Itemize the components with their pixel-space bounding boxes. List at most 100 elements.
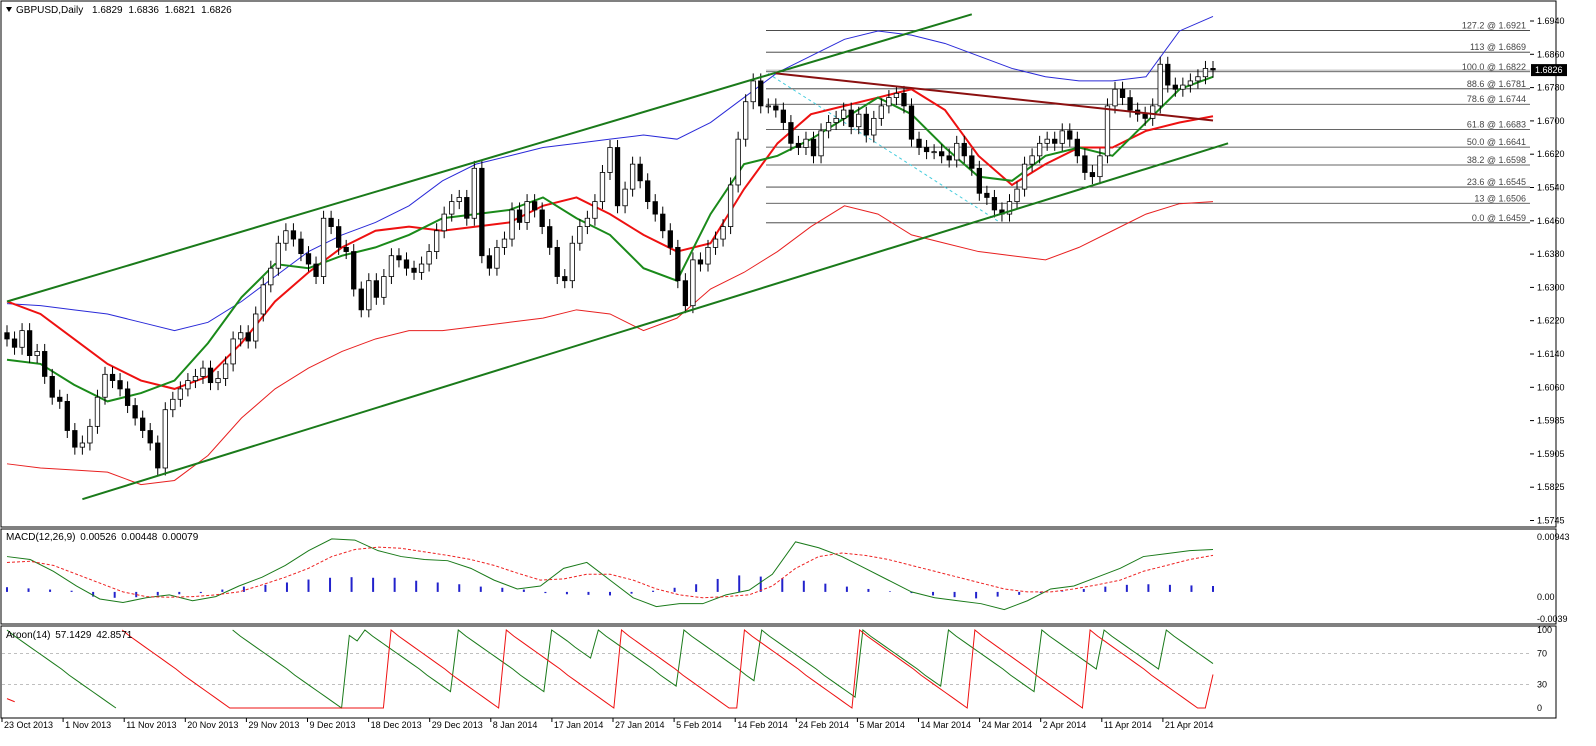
- x-tick-label: 5 Feb 2014: [676, 720, 722, 730]
- candle-body: [177, 388, 184, 400]
- candle-body: [908, 105, 915, 140]
- channel-upper-line: [6, 13, 973, 303]
- candle-body: [396, 255, 402, 261]
- candle-body: [185, 380, 191, 390]
- candle-body: [758, 80, 764, 107]
- y-tick-label: 1.6220: [1537, 316, 1565, 326]
- macd-signal-line: [6, 546, 1214, 599]
- candle-body: [328, 217, 334, 227]
- candle-body: [245, 332, 251, 342]
- candle-body: [720, 226, 726, 240]
- x-tick-label: 9 Dec 2013: [310, 720, 356, 730]
- ohlc-open: 1.6829: [92, 5, 123, 16]
- candle-body: [1112, 88, 1118, 107]
- candle-body: [773, 105, 779, 111]
- macd-value-3: 0.00079: [162, 532, 199, 543]
- candle-body: [531, 201, 538, 211]
- x-tick-label: 24 Feb 2014: [798, 720, 849, 730]
- candle-body: [1097, 155, 1103, 178]
- candle-body: [283, 230, 289, 244]
- fib-level-label: 61.8 @ 1.6683: [1467, 120, 1526, 130]
- candle-body: [577, 226, 583, 244]
- candle-body: [1074, 138, 1080, 157]
- candle-body: [155, 442, 161, 469]
- candle-body: [49, 376, 55, 398]
- x-tick-label: 1 Nov 2013: [65, 720, 111, 730]
- candle-body: [712, 238, 719, 248]
- candle-body: [253, 313, 259, 342]
- candle-body: [1021, 163, 1028, 190]
- aroon-value-down: 42.8571: [96, 630, 133, 641]
- timeframe: Daily: [61, 5, 83, 16]
- candle-body: [1202, 68, 1209, 78]
- candle-body: [479, 167, 485, 257]
- candle-body: [313, 263, 319, 277]
- candle-body: [501, 238, 508, 248]
- candle-body: [351, 251, 357, 290]
- candle-body: [788, 122, 794, 144]
- chart-title: GBPUSD,Daily 1.6829 1.6836 1.6821 1.6826: [16, 5, 232, 16]
- candle-body: [509, 209, 515, 240]
- candle-body: [750, 80, 756, 103]
- candle-body: [524, 201, 530, 223]
- candle-body: [449, 201, 455, 215]
- candle-body: [260, 284, 266, 315]
- current-price-label: 1.6826: [1535, 65, 1563, 75]
- candle-body: [343, 246, 349, 252]
- candle-body: [72, 430, 78, 448]
- fibonacci-levels: 127.2 @ 1.6921 113 @ 1.6869 100.0 @ 1.6822…: [766, 21, 1530, 224]
- candle-body: [863, 113, 869, 136]
- candle-body: [675, 246, 681, 282]
- candle-body: [991, 197, 998, 211]
- candle-body: [11, 338, 18, 348]
- y-tick-label: 1.6940: [1537, 16, 1565, 26]
- candle-body: [471, 167, 477, 219]
- candle-body: [200, 367, 206, 377]
- candle-body: [388, 255, 395, 277]
- fib-level-label: 113 @ 1.6869: [1470, 42, 1526, 52]
- candle-body: [4, 332, 10, 340]
- y-tick-label: 1.6860: [1537, 49, 1565, 59]
- fib-level-label: 127.2 @ 1.6921: [1462, 21, 1526, 31]
- candle-body: [614, 147, 621, 207]
- candle-body: [1029, 155, 1035, 165]
- x-tick-label: 20 Nov 2013: [187, 720, 238, 730]
- candle-body: [1067, 130, 1073, 140]
- aroon-panel-frame: [0, 625, 1557, 719]
- candle-body: [735, 138, 741, 186]
- candle-body: [366, 280, 372, 311]
- candle-body: [946, 155, 952, 161]
- candle-body: [690, 259, 696, 307]
- candle-body: [192, 376, 199, 381]
- aroon-plot: [2, 629, 1530, 709]
- candle-body: [381, 276, 387, 298]
- fib-level-label: 13 @ 1.6506: [1474, 193, 1526, 203]
- candle-body: [554, 246, 560, 277]
- y-tick-label: 1.6780: [1537, 83, 1565, 93]
- candle-body: [1006, 201, 1013, 215]
- candle-body: [1089, 172, 1096, 178]
- candle-body: [825, 122, 832, 132]
- y-tick-label: 1.6140: [1537, 349, 1565, 359]
- aroon-up-line: [232, 629, 1214, 709]
- candle-body: [87, 425, 93, 444]
- x-tick-label: 29 Nov 2013: [248, 720, 299, 730]
- candle-body: [1187, 80, 1194, 86]
- candle-body: [976, 167, 982, 194]
- fib-level-label: 78.6 @ 1.6744: [1467, 94, 1526, 104]
- candle-body: [64, 400, 70, 431]
- y-tick-label: 1.5985: [1537, 416, 1565, 426]
- x-tick-label: 27 Jan 2014: [615, 720, 665, 730]
- candle-body: [1119, 88, 1126, 98]
- fib-level-label: 50.0 @ 1.6641: [1467, 137, 1526, 147]
- candle-body: [305, 253, 312, 265]
- candle-body: [780, 109, 787, 123]
- candle-body: [336, 226, 342, 248]
- trend-lines: [6, 13, 1229, 501]
- candle-body: [743, 101, 749, 140]
- candle-body: [230, 338, 236, 365]
- aroon-tick-label: 70: [1537, 648, 1547, 658]
- x-tick-label: 21 Apr 2014: [1165, 720, 1214, 730]
- fib-diagonal-line: [767, 73, 1001, 223]
- triangle-down-icon[interactable]: [6, 7, 12, 12]
